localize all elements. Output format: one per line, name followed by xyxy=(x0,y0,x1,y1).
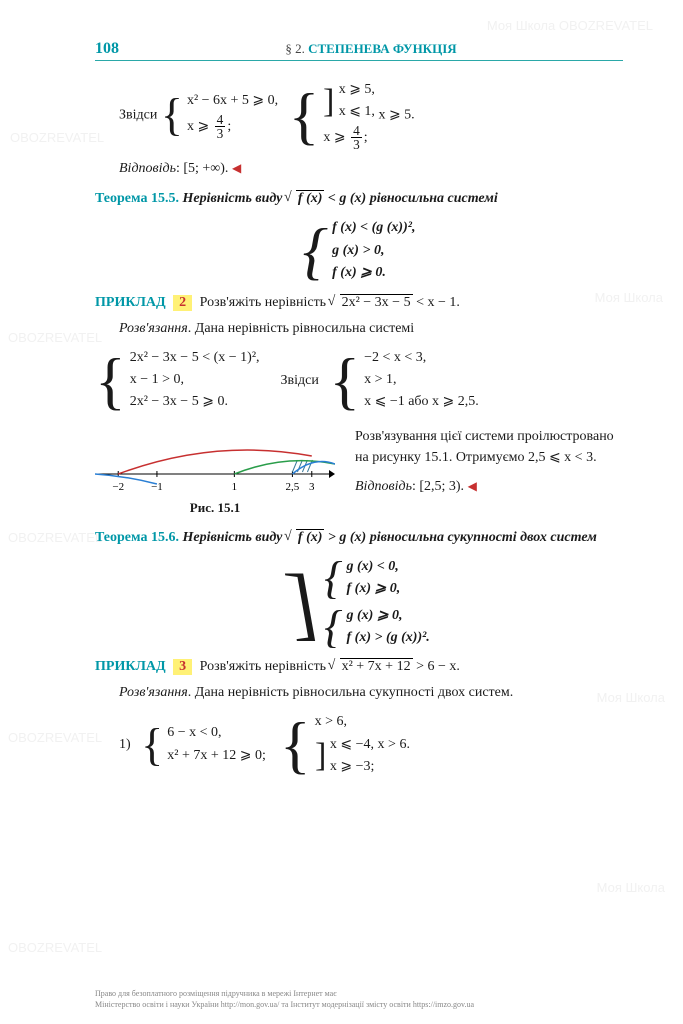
theorem-number: Теорема 15.5. xyxy=(95,191,179,206)
watermark: Моя Школа xyxy=(597,880,665,895)
example-3-system-1: 1) { 6 − x < 0, x² + 7x + 12 ⩾ 0; { x > … xyxy=(95,711,623,778)
theorem-155-system: { f (x) < (g (x))², g (x) > 0, f (x) ⩾ 0… xyxy=(95,217,623,284)
example-number-badge: 3 xyxy=(173,659,192,675)
brace-icon: { xyxy=(329,355,360,406)
example-2-head: ПРИКЛАД 2 Розв'яжіть нерівність 2x² − 3x… xyxy=(95,295,623,311)
example-task: Розв'яжіть нерівність x² + 7x + 12 > 6 −… xyxy=(200,659,460,674)
list-number: 1) xyxy=(119,737,131,752)
text-mid: Звідси xyxy=(281,372,319,387)
svg-text:1: 1 xyxy=(232,481,238,493)
figure-15-1: −2−112,53 Рис. 15.1 xyxy=(95,426,335,516)
sys-row: g (x) ⩾ 0, xyxy=(347,605,430,627)
example-label: ПРИКЛАД xyxy=(95,659,166,674)
sys-row: f (x) ⩾ 0. xyxy=(332,262,415,284)
sys-row: x − 1 > 0, xyxy=(130,369,260,391)
example-3-solution-intro: Розв'язання. Дана нерівність рівносильна… xyxy=(95,685,623,701)
sys-row: x ⩽ −1 або x ⩾ 2,5. xyxy=(364,391,479,413)
example-3-head: ПРИКЛАД 3 Розв'яжіть нерівність x² + 7x … xyxy=(95,659,623,675)
theorem-statement: Нерівність виду f (x) < g (x) рівносильн… xyxy=(182,191,497,206)
sys-row: x ⩾ 43; xyxy=(187,113,278,141)
brace-icon: { xyxy=(324,561,342,596)
footer-line: Міністерство освіти і науки України http… xyxy=(95,1000,643,1010)
answer-value: : [2,5; 3). xyxy=(412,479,468,494)
answer-label: Відповідь xyxy=(119,161,176,176)
bracket-icon: [ xyxy=(315,743,326,769)
theorem-statement: Нерівність виду f (x) > g (x) рівносильн… xyxy=(182,530,596,545)
sys-row: x ⩽ 1, xyxy=(339,101,375,123)
text-tail: x ⩾ 5. xyxy=(378,107,414,122)
sys-row: x > 6, xyxy=(315,711,410,733)
end-marker-icon: ◀ xyxy=(232,161,241,175)
brace-icon: { xyxy=(289,90,320,141)
sys-row: x ⩾ −3; xyxy=(330,756,410,778)
svg-text:3: 3 xyxy=(309,481,315,493)
end-marker-icon: ◀ xyxy=(468,479,477,493)
page-content: 108 § 2. СТЕПЕНЕВА ФУНКЦІЯ Звідси { x² −… xyxy=(0,0,683,808)
theorem-156: Теорема 15.6. Нерівність виду f (x) > g … xyxy=(95,530,623,546)
brace-icon: { xyxy=(324,610,342,645)
footer-line: Право для безоплатного розміщення підруч… xyxy=(95,989,643,999)
answer-label: Відповідь xyxy=(355,479,412,494)
svg-text:−2: −2 xyxy=(112,481,124,493)
sys-row: f (x) > (g (x))². xyxy=(347,627,430,649)
sys-row: x² − 6x + 5 ⩾ 0, xyxy=(187,90,278,112)
page-number: 108 xyxy=(95,40,119,58)
brace-icon: { xyxy=(303,225,329,276)
derivation-block: Звідси { x² − 6x + 5 ⩾ 0, x ⩾ 43; { [ x … xyxy=(95,79,623,151)
sys-row: x ⩾ 43; xyxy=(323,124,375,152)
bracket-icon: [ xyxy=(323,89,334,115)
sys-row: x ⩽ −4, x > 6. xyxy=(330,734,410,756)
solution-label: Розв'язання xyxy=(119,321,188,336)
text-lead: Звідси xyxy=(119,107,157,122)
solution-text: . Дана нерівність рівносильна сукупності… xyxy=(188,685,514,700)
figure-paragraph: Розв'язування цієї системи проілюстрован… xyxy=(355,426,623,468)
theorem-number: Теорема 15.6. xyxy=(95,530,179,545)
theorem-155: Теорема 15.5. Нерівність виду f (x) < g … xyxy=(95,191,623,207)
sys-row: x² + 7x + 12 ⩾ 0; xyxy=(167,745,266,767)
sys-row: f (x) < (g (x))², xyxy=(332,217,415,239)
brace-icon: { xyxy=(280,719,311,770)
brace-icon: { xyxy=(141,728,163,763)
brace-icon: { xyxy=(95,355,126,406)
page-header: 108 § 2. СТЕПЕНЕВА ФУНКЦІЯ xyxy=(95,40,623,61)
example-2-solution-intro: Розв'язання. Дана нерівність рівносильна… xyxy=(95,321,623,337)
sys-row: 2x² − 3x − 5 ⩾ 0. xyxy=(130,391,260,413)
sys-row: x ⩾ 5, xyxy=(339,79,375,101)
section-title: § 2. СТЕПЕНЕВА ФУНКЦІЯ xyxy=(119,41,623,57)
footer-credits: Право для безоплатного розміщення підруч… xyxy=(95,989,643,1010)
svg-text:2,5: 2,5 xyxy=(286,481,300,493)
answer-line: Відповідь: [5; +∞). ◀ xyxy=(95,161,623,177)
sys-row: −2 < x < 3, xyxy=(364,347,479,369)
sys-row: g (x) < 0, xyxy=(347,556,401,578)
figure-15-1-text: Розв'язування цієї системи проілюстрован… xyxy=(355,426,623,497)
theorem-156-systems: [ { g (x) < 0, f (x) ⩾ 0, { g (x) ⩾ 0, f… xyxy=(95,556,623,650)
sys-row: 6 − x < 0, xyxy=(167,722,266,744)
figure-15-1-row: −2−112,53 Рис. 15.1 Розв'язування цієї с… xyxy=(95,426,623,516)
example-label: ПРИКЛАД xyxy=(95,295,166,310)
sys-row: g (x) > 0, xyxy=(332,240,415,262)
sys-row: x > 1, xyxy=(364,369,479,391)
sys-row: f (x) ⩾ 0, xyxy=(347,578,401,600)
answer-value: : [5; +∞). xyxy=(176,161,232,176)
watermark: OBOZREVATEL xyxy=(8,940,102,955)
example-task: Розв'яжіть нерівність 2x² − 3x − 5 < x −… xyxy=(200,295,460,310)
solution-text: . Дана нерівність рівносильна системі xyxy=(188,321,414,336)
solution-label: Розв'язання xyxy=(119,685,188,700)
numberline-diagram: −2−112,53 xyxy=(95,426,335,496)
example-number-badge: 2 xyxy=(173,295,192,311)
brace-icon: { xyxy=(161,98,183,133)
sys-row: 2x² − 3x − 5 < (x − 1)², xyxy=(130,347,260,369)
bracket-icon: [ xyxy=(288,568,320,638)
figure-caption: Рис. 15.1 xyxy=(95,500,335,516)
example-2-systems: { 2x² − 3x − 5 < (x − 1)², x − 1 > 0, 2x… xyxy=(95,347,623,414)
